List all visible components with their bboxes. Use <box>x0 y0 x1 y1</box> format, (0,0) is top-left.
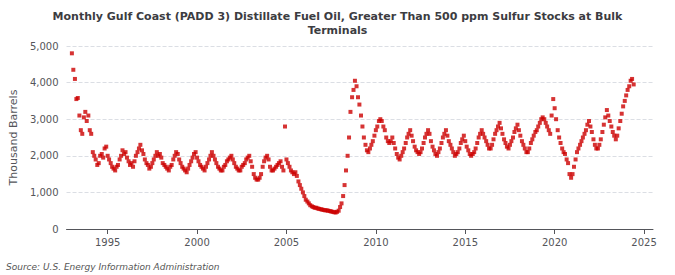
svg-text:3,000: 3,000 <box>30 114 59 125</box>
svg-text:2,000: 2,000 <box>30 150 59 161</box>
svg-text:Terminals: Terminals <box>308 24 368 37</box>
svg-text:2020: 2020 <box>542 237 567 248</box>
svg-text:2015: 2015 <box>453 237 478 248</box>
svg-text:1995: 1995 <box>95 237 120 248</box>
svg-text:Thousand Barrels: Thousand Barrels <box>7 89 20 186</box>
svg-text:1,000: 1,000 <box>30 187 59 198</box>
svg-text:Monthly Gulf Coast (PADD 3) Di: Monthly Gulf Coast (PADD 3) Distillate F… <box>53 10 623 23</box>
svg-text:2010: 2010 <box>363 237 388 248</box>
svg-text:4,000: 4,000 <box>30 77 59 88</box>
svg-text:2025: 2025 <box>631 237 656 248</box>
svg-text:5,000: 5,000 <box>30 41 59 52</box>
svg-text:2005: 2005 <box>274 237 299 248</box>
svg-text:Source: U.S. Energy Informatio: Source: U.S. Energy Information Administ… <box>6 262 220 272</box>
svg-text:0: 0 <box>52 224 58 235</box>
svg-text:2000: 2000 <box>184 237 209 248</box>
